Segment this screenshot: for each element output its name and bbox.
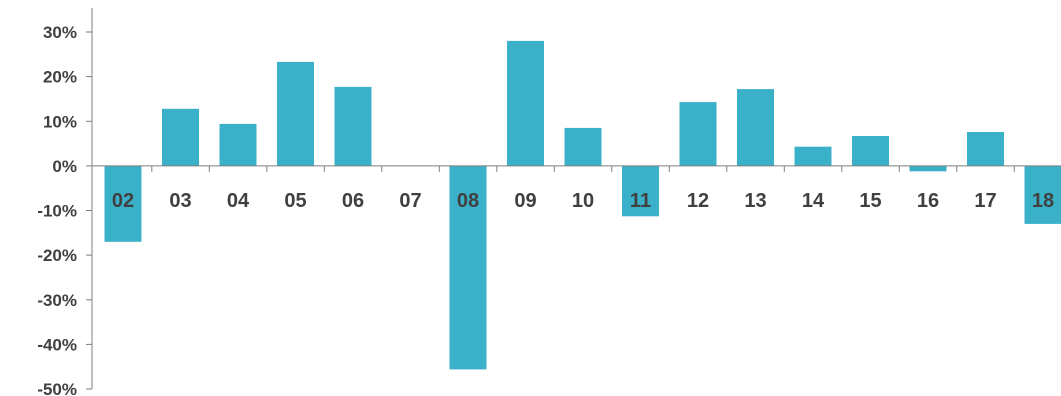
bar-04 bbox=[219, 123, 257, 166]
y-axis-tick-labels: 30% 20% 10% 0% -10% -20% -30% -40% -50% bbox=[37, 23, 77, 396]
x-tick-label-07: 07 bbox=[399, 190, 421, 212]
x-tick-label-05: 05 bbox=[284, 190, 306, 212]
bar-13 bbox=[737, 89, 774, 166]
bar-16 bbox=[909, 165, 947, 172]
bar-17 bbox=[967, 132, 1004, 166]
x-tick-label-03: 03 bbox=[169, 190, 191, 212]
x-tick-label-18: 18 bbox=[1032, 190, 1054, 212]
bar-11 bbox=[622, 165, 659, 217]
bar-10 bbox=[564, 127, 602, 166]
y-tick-label: 20% bbox=[43, 68, 77, 87]
x-tick-label-11: 11 bbox=[630, 190, 651, 212]
bar-14 bbox=[794, 146, 832, 166]
bar-05 bbox=[277, 61, 314, 166]
bar-03 bbox=[162, 108, 199, 166]
y-tick-label: -30% bbox=[37, 291, 77, 310]
bars-group bbox=[104, 40, 1061, 370]
bar-02 bbox=[104, 165, 142, 242]
bar-12 bbox=[679, 102, 717, 166]
x-tick-label-12: 12 bbox=[687, 190, 709, 212]
x-tick-label-06: 06 bbox=[342, 190, 364, 212]
axes-group bbox=[86, 8, 1061, 390]
bar-15 bbox=[852, 136, 889, 166]
x-tick-label-02: 02 bbox=[112, 190, 134, 212]
x-tick-label-17: 17 bbox=[974, 190, 996, 212]
y-tick-label: 0% bbox=[52, 157, 77, 176]
y-tick-label: -40% bbox=[37, 335, 77, 354]
bar-08 bbox=[449, 165, 487, 370]
x-tick-label-08: 08 bbox=[457, 190, 479, 212]
x-tick-label-04: 04 bbox=[227, 190, 250, 212]
bar-09 bbox=[507, 40, 544, 166]
bar-06 bbox=[334, 86, 372, 166]
y-tick-label: 30% bbox=[43, 23, 77, 42]
x-tick-label-14: 14 bbox=[802, 190, 825, 212]
x-axis-tick-labels: 02 03 04 05 06 07 08 09 10 11 12 13 14 15 16 17 18 bbox=[112, 190, 1054, 212]
y-tick-label: -10% bbox=[37, 202, 77, 221]
y-tick-label: -20% bbox=[37, 246, 77, 265]
y-tick-label: -50% bbox=[37, 380, 77, 396]
x-tick-label-15: 15 bbox=[859, 190, 881, 212]
x-tick-label-13: 13 bbox=[744, 190, 766, 212]
x-tick-label-16: 16 bbox=[917, 190, 939, 212]
x-tick-label-09: 09 bbox=[514, 190, 536, 212]
x-tick-label-10: 10 bbox=[572, 190, 594, 212]
bar-18 bbox=[1024, 165, 1061, 224]
y-tick-label: 10% bbox=[43, 112, 77, 131]
